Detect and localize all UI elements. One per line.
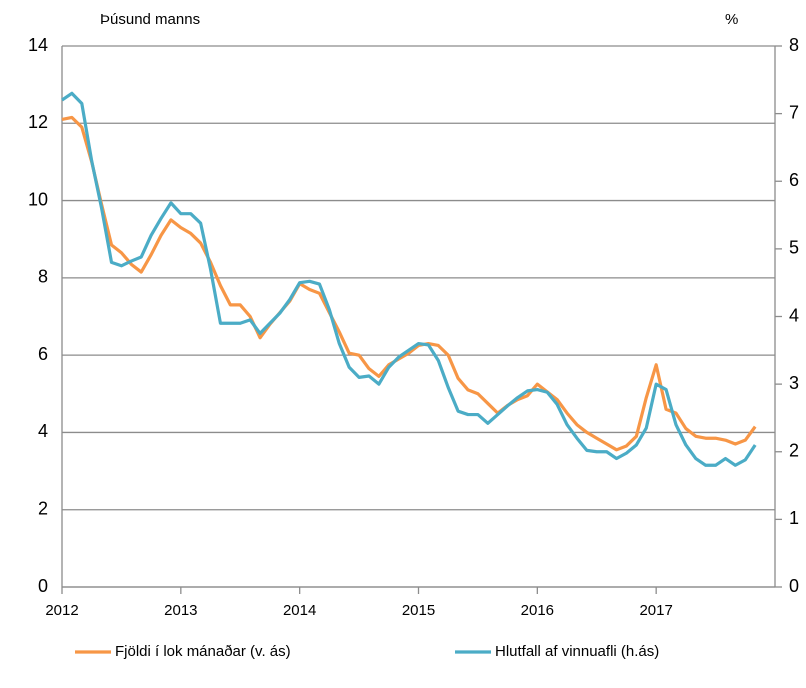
legend-label: Hlutfall af vinnuafli (h.ás) <box>495 643 659 660</box>
y2-tick-label: 6 <box>789 170 799 190</box>
y2-tick-label: 8 <box>789 35 799 55</box>
x-tick-label: 2013 <box>164 602 197 619</box>
y2-tick-label: 3 <box>789 373 799 393</box>
y-tick-label: 0 <box>38 576 48 596</box>
series-line <box>61 115 757 452</box>
y2-tick-label: 0 <box>789 576 799 596</box>
y-tick-label: 12 <box>28 112 48 132</box>
y-tick-label: 8 <box>38 267 48 287</box>
y2-axis-label: % <box>725 11 738 28</box>
y2-tick-label: 2 <box>789 441 799 461</box>
y-tick-label: 2 <box>38 498 48 518</box>
y2-tick-label: 1 <box>789 508 799 528</box>
series-line <box>61 91 757 467</box>
x-tick-label: 2016 <box>521 602 554 619</box>
x-tick-label: 2015 <box>402 602 435 619</box>
y-tick-label: 14 <box>28 35 48 55</box>
x-tick-label: 2017 <box>639 602 672 619</box>
y2-tick-label: 5 <box>789 238 799 258</box>
y2-tick-label: 7 <box>789 102 799 122</box>
x-tick-label: 2014 <box>283 602 316 619</box>
y2-tick-label: 4 <box>789 305 799 325</box>
x-tick-label: 2012 <box>45 602 78 619</box>
y-tick-label: 4 <box>38 421 48 441</box>
legend-label: Fjöldi í lok mánaðar (v. ás) <box>115 643 291 660</box>
y-tick-label: 6 <box>38 344 48 364</box>
y-tick-label: 10 <box>28 189 48 209</box>
y-axis-label: Þúsund manns <box>100 11 200 28</box>
